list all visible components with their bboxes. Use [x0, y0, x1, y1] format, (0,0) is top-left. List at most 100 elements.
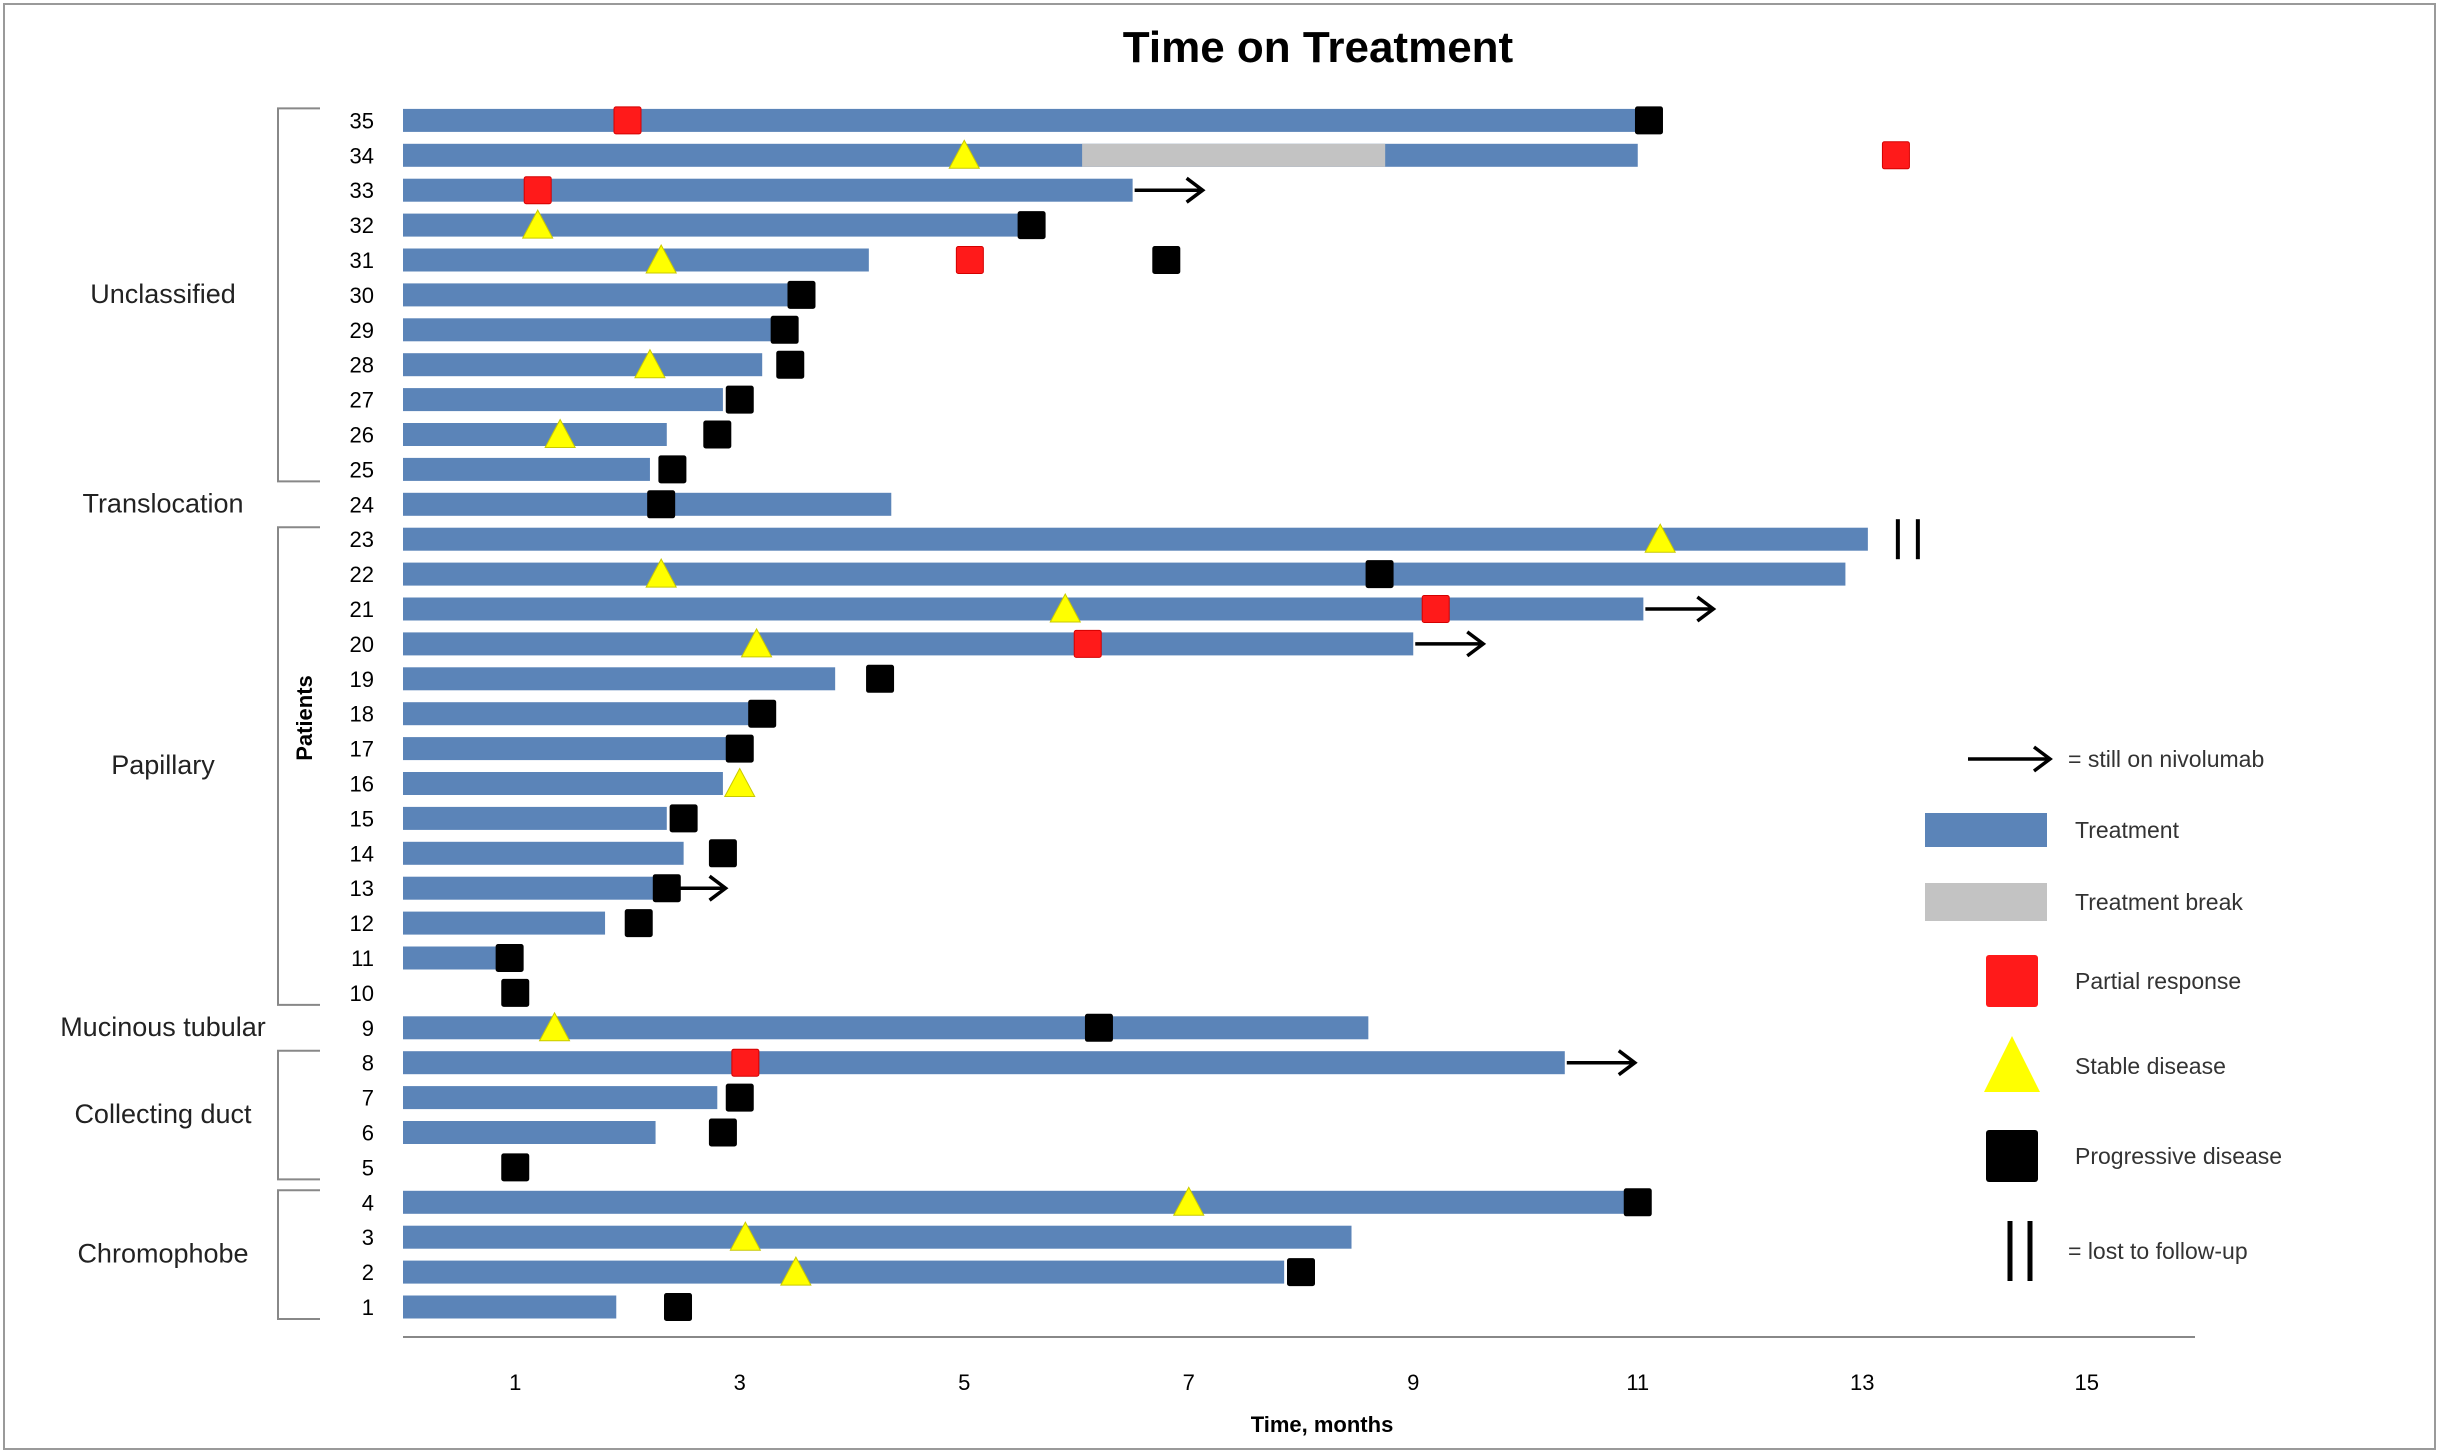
group-bracket — [277, 107, 320, 483]
patient-label: 16 — [350, 772, 374, 797]
progressive-disease-marker — [658, 455, 687, 484]
partial-response-marker — [1421, 595, 1450, 623]
group-label: Unclassified — [90, 279, 236, 309]
patient-label: 23 — [350, 527, 374, 552]
progressive-disease-marker — [501, 1153, 530, 1182]
patient-label: 20 — [350, 632, 374, 657]
patient-label: 17 — [350, 737, 374, 762]
treatment-break-bar — [1082, 143, 1386, 167]
progressive-disease-marker — [647, 490, 676, 519]
progressive-disease-marker — [1287, 1258, 1315, 1287]
treatment-bar — [403, 1260, 1285, 1284]
group-label: Papillary — [111, 750, 215, 780]
patient-label: 13 — [350, 876, 374, 901]
arrow-head — [708, 874, 729, 902]
progressive-disease-marker — [1623, 1188, 1652, 1217]
partial-response-marker — [1881, 141, 1910, 170]
treatment-bar — [403, 946, 499, 970]
progressive-disease-marker — [501, 978, 530, 1007]
progressive-disease-marker — [624, 909, 653, 938]
patient-label: 5 — [362, 1155, 374, 1180]
patient-label: 33 — [350, 178, 374, 203]
x-tick-label: 3 — [734, 1370, 746, 1395]
patient-label: 10 — [350, 981, 374, 1006]
treatment-bar — [403, 108, 1638, 132]
partial-response-marker — [731, 1048, 760, 1077]
progressive-disease-marker — [776, 350, 805, 379]
treatment-bar — [403, 527, 1868, 551]
treatment-bar — [403, 1190, 1633, 1214]
patient-label: 30 — [350, 283, 374, 308]
stable-disease-marker — [538, 1011, 571, 1042]
patient-label: 9 — [362, 1016, 374, 1041]
stable-disease-marker — [645, 558, 678, 588]
still-on-arrow — [1645, 595, 1717, 623]
arrow-head — [1466, 630, 1487, 658]
treatment-bar — [403, 876, 656, 900]
legend-treatment-symbol — [1925, 813, 2047, 847]
treatment-bar — [403, 1016, 1369, 1040]
patient-label: 27 — [350, 388, 374, 413]
x-tick-label: 5 — [958, 1370, 970, 1395]
patient-label: 6 — [362, 1121, 374, 1146]
treatment-bar — [403, 353, 763, 377]
partial-response-marker — [523, 176, 552, 205]
stable-disease-marker — [645, 243, 678, 274]
x-tick-label: 1 — [509, 1370, 521, 1395]
progressive-disease-marker — [703, 420, 732, 449]
group-bracket — [277, 1049, 320, 1181]
axes: 1 3 5 7 9 11 13 15 — [403, 1336, 2195, 1395]
progressive-disease-marker — [787, 280, 816, 309]
treatment-bar — [403, 562, 1846, 586]
stable-disease-marker — [1172, 1186, 1205, 1216]
stable-disease-marker — [1644, 523, 1677, 553]
group-label: Translocation — [82, 488, 243, 518]
progressive-disease-marker — [1152, 246, 1181, 274]
figure-frame — [3, 3, 2436, 1450]
treatment-bar — [403, 178, 1133, 202]
progressive-disease-marker — [708, 1118, 737, 1147]
stable-disease-marker — [544, 418, 576, 448]
x-axis-label: Time, months — [1251, 1412, 1394, 1437]
patient-label: 35 — [350, 108, 374, 133]
still-on-arrow — [1134, 176, 1206, 204]
progressive-disease-marker — [664, 1293, 693, 1321]
treatment-bar — [403, 213, 1021, 237]
treatment-bar — [403, 492, 892, 516]
legend-label: Stable disease — [2075, 1053, 2226, 1079]
treatment-bar — [403, 597, 1644, 621]
patient-label: 32 — [350, 213, 374, 238]
patient-label: 7 — [362, 1086, 374, 1111]
treatment-bar — [403, 911, 606, 935]
patient-label: 22 — [350, 562, 374, 587]
patient-label: 34 — [350, 143, 374, 168]
treatment-bar — [403, 737, 729, 761]
treatment-bar — [403, 806, 667, 830]
patient-label: 15 — [350, 806, 374, 831]
stable-disease-marker — [1049, 592, 1082, 623]
still-on-arrow — [1566, 1049, 1638, 1077]
treatment-bar — [403, 457, 650, 481]
patient-label: 21 — [350, 597, 374, 622]
stable-disease-marker — [948, 139, 981, 169]
arrow-head — [1617, 1049, 1638, 1077]
arrow-head — [2032, 745, 2053, 773]
stable-disease-marker — [729, 1221, 762, 1251]
markers-layer — [495, 106, 1920, 1321]
treatment-bar — [403, 632, 1414, 656]
group-bracket — [277, 1189, 320, 1320]
progressive-disease-marker — [1634, 106, 1663, 135]
legend-arrow-symbol — [1968, 745, 2053, 773]
legend-label: = lost to follow-up — [2068, 1238, 2248, 1264]
progressive-disease-marker — [725, 734, 754, 763]
treatment-bar — [403, 1225, 1352, 1249]
legend-progressive-disease-symbol — [1986, 1130, 2038, 1182]
patient-label: 4 — [362, 1190, 374, 1215]
patient-label: 26 — [350, 423, 374, 448]
treatment-bar — [403, 318, 780, 342]
arrow-head — [1696, 595, 1717, 623]
treatment-bar — [403, 1051, 1565, 1075]
treatment-bar — [403, 667, 836, 691]
progressive-disease-marker — [866, 664, 895, 693]
